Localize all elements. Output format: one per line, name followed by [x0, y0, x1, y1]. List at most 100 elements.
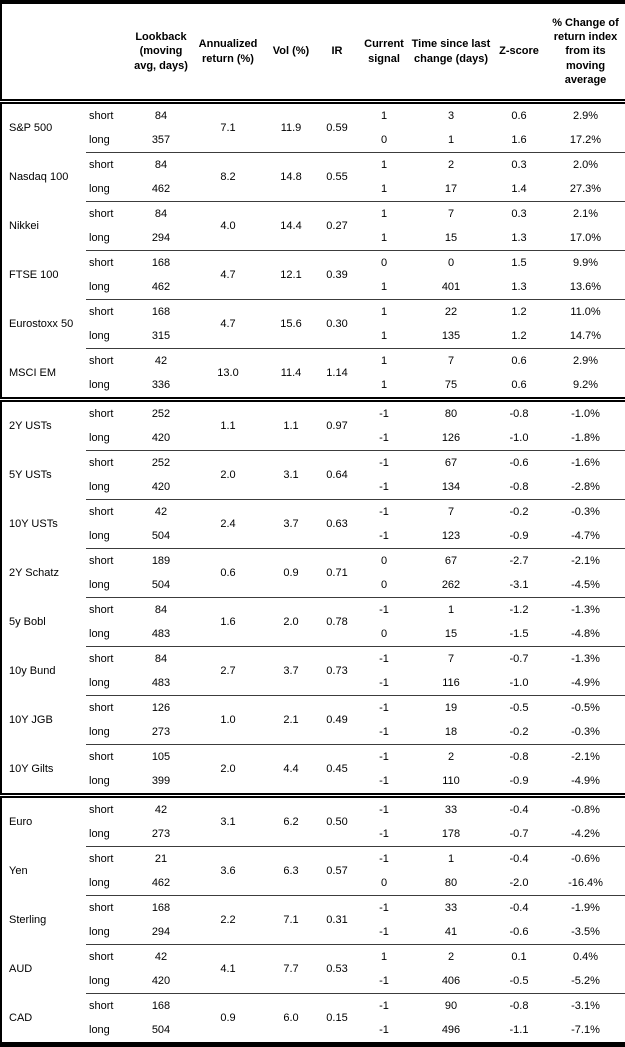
vol-cell: 4.4	[266, 744, 316, 796]
days-since-change-cell: 41	[444, 925, 458, 938]
lookback-cell: 420	[151, 480, 171, 493]
z-score-cell: -1.5	[509, 627, 529, 640]
vol-cell: 6.3	[266, 846, 316, 896]
current-signal-cell: -1	[379, 480, 389, 493]
vol-cell: 11.9	[280, 121, 302, 134]
instrument-row-long: long 462 0 80 -2.0 -16.4%	[1, 871, 625, 896]
z-score-cell: -1.1	[509, 1023, 529, 1036]
current-signal-cell: -1	[379, 676, 389, 689]
pct-change-cell: 2.9%	[546, 348, 625, 373]
instrument-name: 10Y Gilts	[9, 762, 54, 775]
col-header-pct-change-from-ma: % Change of return index from its moving…	[546, 2, 625, 104]
lookback-cell: 252	[151, 407, 171, 420]
days-since-change-cell: 178	[441, 827, 461, 840]
instrument-row-long: long 399 -1 110 -0.9 -4.9%	[1, 769, 625, 796]
lookback-cell: 84	[132, 152, 190, 177]
ir-cell: 0.59	[326, 121, 348, 134]
current-signal-cell: -1	[358, 597, 410, 622]
z-score-cell: -0.5	[509, 974, 529, 987]
instrument-row-short: 2Y USTs short 252 1.1 1.1 0.97 -1 80 -0.8 -1.0%	[1, 400, 625, 432]
instrument-row-long: long 336 1 75 0.6 9.2%	[1, 373, 625, 400]
instrument-name: Euro	[9, 816, 33, 829]
days-since-change-cell: 18	[444, 725, 458, 738]
col-header-annualized-return: Annualized return (%)	[190, 2, 266, 104]
leg-label-long: long	[89, 431, 110, 444]
instrument-row-long: long 462 1 401 1.3 13.6%	[1, 275, 625, 300]
z-score-cell: 0.6	[511, 109, 527, 122]
leg-label-long: long	[89, 529, 110, 542]
instrument-row-short: 10y Bund short 84 2.7 3.7 0.73 -1 7 -0.7 -1.3%	[1, 646, 625, 696]
col-header-vol: Vol (%)	[266, 2, 316, 104]
z-score-cell: 0.6	[492, 348, 546, 373]
ir-cell: 0.97	[326, 419, 348, 432]
lookback-cell: 189	[132, 548, 190, 573]
leg-label-long: long	[89, 480, 110, 493]
ir-cell: 0.73	[316, 646, 358, 696]
lookback-cell: 294	[151, 231, 171, 244]
leg-label-short: short	[89, 803, 114, 816]
col-header-leg	[86, 2, 132, 104]
days-since-change-cell: 22	[410, 299, 492, 324]
pct-change-cell: -3.1%	[546, 993, 625, 1018]
current-signal-cell: -1	[358, 895, 410, 920]
leg-label-short: short	[86, 348, 132, 373]
current-signal-cell: -1	[379, 407, 389, 420]
days-since-change-cell: 496	[441, 1023, 461, 1036]
ir-cell: 0.49	[316, 695, 358, 745]
annualized-return-cell: 13.0	[190, 348, 266, 400]
instrument-row-short: 10Y Gilts short 105 2.0 4.4 0.45 -1 2 -0.8 -2.1%	[1, 744, 625, 796]
leg-label-short: short	[86, 250, 132, 275]
lookback-cell: 483	[151, 676, 171, 689]
ir-cell: 0.39	[316, 250, 358, 300]
days-since-change-cell: 3	[447, 109, 455, 122]
pct-change-cell: 2.9%	[572, 109, 599, 122]
current-signal-cell: 0	[380, 627, 388, 640]
instrument-name: Nasdaq 100	[9, 170, 69, 183]
pct-change-cell: 27.3%	[569, 182, 602, 195]
z-score-cell: 1.6	[511, 133, 527, 146]
annualized-return-cell: 4.1	[190, 944, 266, 994]
pct-change-cell: -2.8%	[571, 480, 600, 493]
annualized-return-cell: 8.2	[190, 152, 266, 202]
asset-class-section: 2Y USTs short 252 1.1 1.1 0.97 -1 80 -0.8 -1.0% lo…	[1, 399, 625, 796]
vol-cell: 7.1	[266, 895, 316, 945]
instrument-name: 2Y Schatz	[9, 566, 59, 579]
days-since-change-cell: 2	[410, 744, 492, 769]
z-score-cell: -0.9	[509, 529, 529, 542]
instrument-name: 10y Bund	[9, 664, 56, 677]
annualized-return-cell: 0.6	[190, 548, 266, 598]
z-score-cell: -0.7	[509, 827, 529, 840]
pct-change-cell: 2.0%	[546, 152, 625, 177]
lookback-cell: 336	[151, 378, 171, 391]
z-score-cell: -1.2	[492, 597, 546, 622]
lookback-cell: 84	[154, 109, 168, 122]
vol-cell: 3.7	[266, 646, 316, 696]
pct-change-cell: 0.4%	[546, 944, 625, 969]
lookback-cell: 483	[151, 627, 171, 640]
col-header-z-score: Z-score	[492, 2, 546, 104]
current-signal-cell: 1	[380, 329, 388, 342]
days-since-change-cell: 134	[441, 480, 461, 493]
lookback-cell: 504	[151, 578, 171, 591]
lookback-cell: 273	[151, 725, 171, 738]
leg-label-short: short	[86, 744, 132, 769]
days-since-change-cell: 75	[444, 378, 458, 391]
z-score-cell: -1.0	[509, 676, 529, 689]
instrument-row-long: long 273 -1 18 -0.2 -0.3%	[1, 720, 625, 745]
instrument-name: Nikkei	[9, 219, 39, 232]
leg-label-short: short	[86, 152, 132, 177]
current-signal-cell: -1	[379, 925, 389, 938]
pct-change-cell: -1.9%	[546, 895, 625, 920]
days-since-change-cell: 15	[444, 627, 458, 640]
leg-label-short: short	[86, 548, 132, 573]
lookback-cell: 168	[132, 895, 190, 920]
annualized-return-cell: 2.2	[190, 895, 266, 945]
current-signal-cell: -1	[358, 499, 410, 524]
lookback-cell: 420	[151, 974, 171, 987]
lookback-cell: 84	[132, 597, 190, 622]
leg-label-long: long	[89, 231, 110, 244]
annualized-return-cell: 2.0	[190, 744, 266, 796]
instrument-row-short: Euro short 42 3.1 6.2 0.50 -1 33 -0.4 -0.8%	[1, 796, 625, 828]
instrument-row-short: AUD short 42 4.1 7.7 0.53 1 2 0.1 0.4%	[1, 944, 625, 994]
leg-label-long: long	[89, 182, 110, 195]
